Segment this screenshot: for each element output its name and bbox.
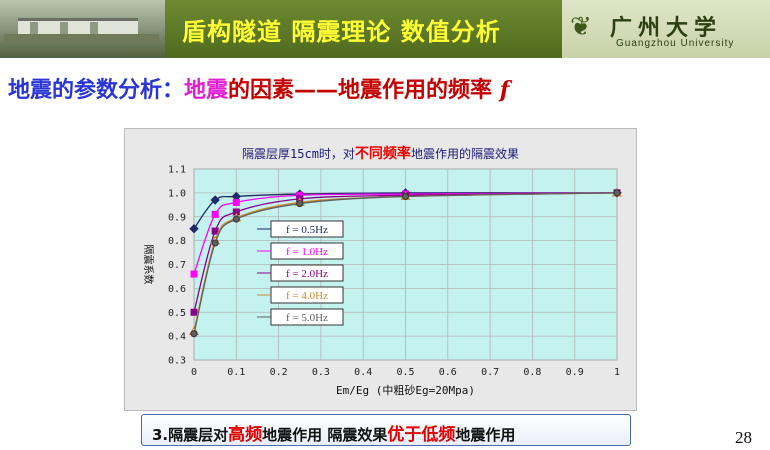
slide-heading: 地震的参数分析：地震的因素——地震作用的频率 f <box>8 72 509 104</box>
data-point <box>190 270 198 278</box>
y-tick-label: 0.3 <box>168 356 186 367</box>
x-tick-label: 0.6 <box>439 367 457 378</box>
data-point <box>189 223 199 234</box>
conclusion-highlight-1: 高频 <box>228 425 263 445</box>
heading-part-1: 地震的参数分析： <box>8 78 185 103</box>
x-tick-label: 0.4 <box>354 367 372 378</box>
conclusion-part-3: 地震作用 <box>455 426 516 444</box>
data-point <box>232 215 240 223</box>
chart-title: 隔震层厚15cm时，对不同频率地震作用的隔震效果 <box>125 143 636 163</box>
data-point <box>232 198 240 206</box>
legend-label: f = 2.0Hz <box>286 268 328 280</box>
data-point <box>190 308 198 316</box>
data-point <box>613 189 621 197</box>
chart-title-prefix: 隔震层厚15cm时，对 <box>242 147 355 161</box>
x-tick-label: 0.5 <box>396 367 414 378</box>
chart-title-suffix: 地震作用的隔震效果 <box>410 147 519 161</box>
x-tick-label: 0.8 <box>523 367 541 378</box>
x-tick-label: 1 <box>614 367 620 378</box>
x-tick-label: 0.3 <box>312 367 330 378</box>
heading-part-3: 的因素——地震作用的频率 <box>228 78 493 103</box>
university-emblem-icon: ❦ <box>570 12 592 42</box>
legend-label: f = 0.5Hz <box>286 224 328 236</box>
x-tick-label: 0.1 <box>227 367 245 378</box>
y-tick-label: 0.9 <box>168 212 186 223</box>
logo-area: ❦ 广州大学 Guangzhou University <box>562 0 770 58</box>
x-tick-label: 0.2 <box>270 367 288 378</box>
data-point <box>402 192 409 200</box>
line-chart: 0 0.1 0.2 0.3 0.4 0.5 0.6 0.7 0.8 0.9 1 0.3 0.4 0.5 0.… <box>142 165 623 397</box>
legend-label: f = 5.0Hz <box>286 312 328 324</box>
y-tick-label: 0.6 <box>168 284 186 295</box>
series-line <box>193 192 618 334</box>
legend-label: f = 4.0Hz <box>286 290 328 302</box>
x-tick-label: 0.7 <box>481 367 499 378</box>
y-tick-label: 0.7 <box>168 260 186 271</box>
banner-title: 盾构隧道 隔震理论 数值分析 <box>182 18 501 46</box>
banner-background <box>165 0 575 58</box>
data-point <box>296 200 304 208</box>
conclusion-part-1: 3.隔震层对 <box>152 426 229 444</box>
legend-label: f = 1.0Hz <box>286 246 328 258</box>
conclusion-highlight-2: 优于低频 <box>387 425 456 445</box>
data-point <box>211 210 219 218</box>
chart-panel: 0 0.1 0.2 0.3 0.4 0.5 0.6 0.7 0.8 0.9 1 0.3 0.4 0.5 0.… <box>124 128 637 411</box>
heading-part-2: 地震 <box>184 78 229 103</box>
x-tick-label: 0 <box>191 367 197 378</box>
campus-photo <box>0 0 165 58</box>
data-point <box>190 330 198 338</box>
university-name-en: Guangzhou University <box>616 38 735 49</box>
y-tick-label: 0.8 <box>168 236 186 247</box>
heading-symbol: f <box>499 77 510 103</box>
conclusion-part-2: 地震作用 隔震效果 <box>262 426 388 444</box>
conclusion-box: 3.隔震层对高频地震作用 隔震效果优于低频地震作用 <box>141 414 631 446</box>
page-number: 28 <box>735 428 752 447</box>
y-tick-label: 0.4 <box>168 332 186 343</box>
y-tick-label: 1.0 <box>168 188 186 199</box>
y-tick-label: 0.5 <box>168 308 186 319</box>
data-point <box>211 239 219 247</box>
y-tick-label: 1.1 <box>168 165 186 176</box>
university-name-cn: 广州大学 <box>610 15 723 41</box>
y-axis-label: 隔震系数 <box>142 245 155 285</box>
x-axis-label: Em/Eg (中粗砂Eg=20Mpa) <box>336 384 475 397</box>
data-point <box>210 195 220 205</box>
conclusion-text: 3.隔震层对高频地震作用 隔震效果优于低频地震作用 <box>152 420 515 445</box>
chart-title-highlight: 不同频率 <box>354 146 411 162</box>
header-banner: ❦ 广州大学 Guangzhou University 盾构隧道 隔震理论 数值… <box>0 0 770 58</box>
data-point <box>211 227 219 235</box>
x-tick-label: 0.9 <box>566 367 584 378</box>
